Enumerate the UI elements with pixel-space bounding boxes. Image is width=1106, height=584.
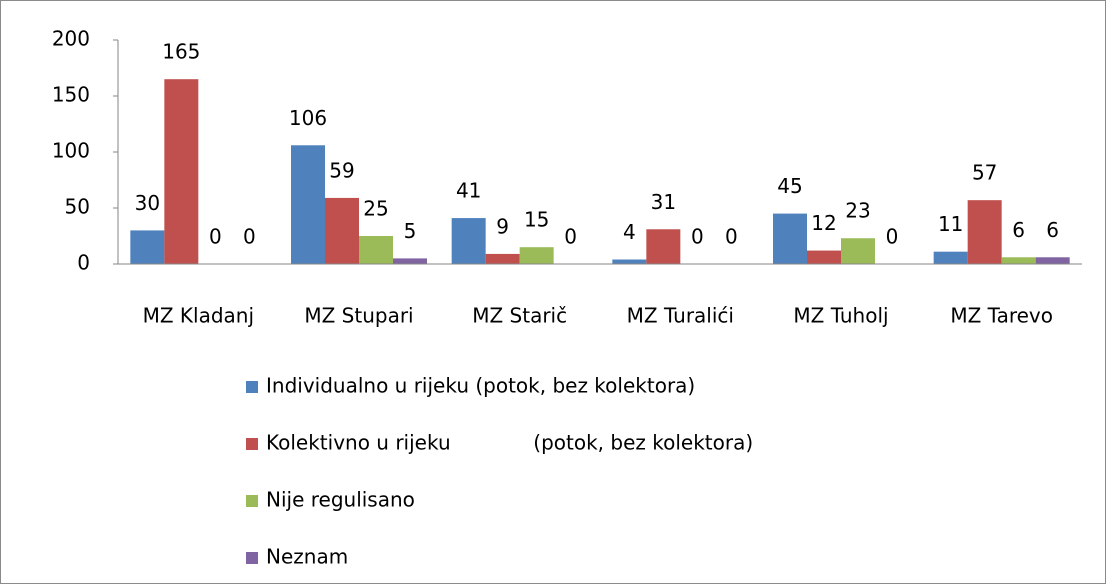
x-tick-label: MZ Stupari (304, 304, 413, 328)
data-label: 30 (135, 191, 160, 215)
y-tick-label: 100 (52, 139, 90, 163)
data-label: 31 (651, 190, 676, 214)
x-tick-label: MZ Turalići (627, 304, 734, 328)
bar (1001, 257, 1036, 264)
data-label: 12 (811, 211, 836, 235)
bar (841, 238, 875, 264)
data-label: 0 (209, 225, 222, 249)
legend-label: Nije regulisano (266, 488, 415, 512)
x-tick-label: MZ Starič (472, 304, 567, 328)
bar (359, 236, 393, 264)
data-label: 5 (404, 219, 417, 243)
legend-swatch (246, 381, 258, 393)
bar (646, 229, 681, 264)
bar (967, 200, 1002, 264)
y-tick-label: 150 (52, 83, 90, 107)
y-tick-label: 200 (52, 27, 90, 51)
bar (451, 218, 486, 264)
bar (325, 197, 359, 264)
bar (519, 247, 554, 264)
x-tick-label: MZ Tuholj (793, 304, 888, 328)
data-label: 106 (289, 106, 327, 130)
bar (612, 259, 647, 264)
x-tick-label: MZ Tarevo (950, 304, 1053, 328)
data-label: 6 (1012, 218, 1025, 242)
data-label: 11 (938, 212, 963, 236)
legend-swatch (246, 438, 258, 450)
data-label: 0 (725, 225, 738, 249)
data-label: 45 (777, 174, 802, 198)
y-tick-label: 50 (65, 195, 90, 219)
legend-swatch (246, 495, 258, 507)
y-tick-label: 0 (77, 251, 90, 275)
bar (485, 253, 520, 264)
data-label: 0 (243, 225, 256, 249)
data-label: 0 (564, 225, 577, 249)
bar (164, 79, 199, 264)
data-label: 6 (1046, 218, 1059, 242)
data-label: 0 (691, 225, 704, 249)
bar (130, 230, 165, 264)
bar (807, 250, 841, 264)
data-label: 25 (363, 197, 388, 221)
legend-swatch (246, 552, 258, 564)
data-label: 0 (886, 225, 899, 249)
data-label: 15 (524, 208, 549, 232)
bar (291, 145, 325, 264)
bar (393, 258, 427, 264)
legend-label: Individualno u rijeku (potok, bez kolekt… (266, 374, 695, 398)
legend-label: Neznam (266, 545, 348, 569)
bar (1035, 257, 1070, 264)
data-label: 4 (623, 220, 636, 244)
legend-label: Kolektivno u rijeku (potok, bez kolektor… (266, 431, 753, 455)
data-label: 41 (456, 179, 481, 203)
data-label: 57 (972, 161, 997, 185)
x-tick-label: MZ Kladanj (143, 304, 254, 328)
data-label: 59 (329, 158, 354, 182)
data-label: 165 (162, 40, 200, 64)
bar (773, 213, 807, 264)
bar (933, 251, 968, 264)
data-label: 23 (845, 199, 870, 223)
data-label: 9 (496, 214, 509, 238)
